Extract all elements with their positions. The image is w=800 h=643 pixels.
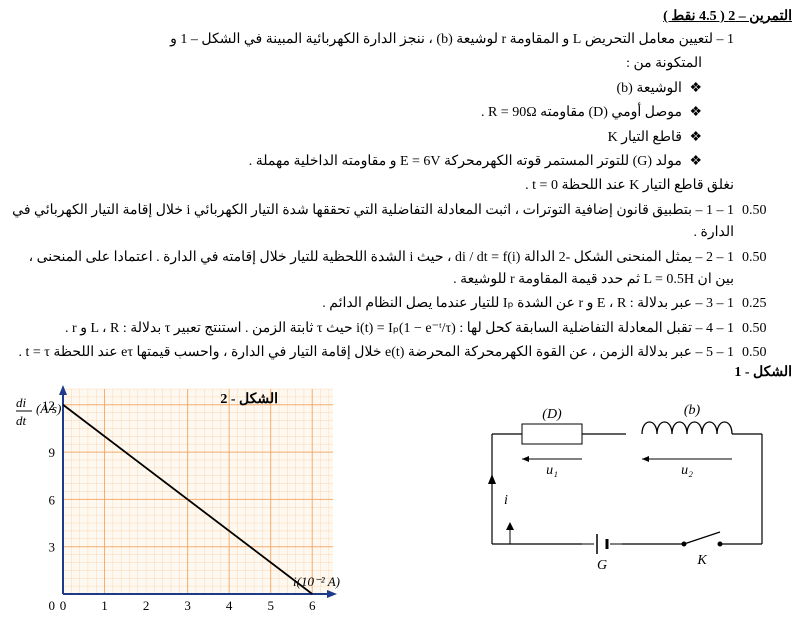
question-text: 1 – 1 – بتطبيق قانون إضافية التوترات ، ا… bbox=[8, 200, 742, 245]
question-text: 1 – 5 – عبر بدلالة الزمن ، عن القوة الكه… bbox=[8, 342, 742, 364]
svg-text:6: 6 bbox=[49, 493, 56, 508]
circuit-K: K bbox=[696, 553, 707, 568]
svg-text:3: 3 bbox=[184, 598, 191, 613]
svg-text:4: 4 bbox=[226, 598, 233, 613]
svg-text:di: di bbox=[16, 395, 27, 410]
figure-2-chart: 0123456369120i(10⁻² A)didt(A/s)الشكل - 2 bbox=[8, 374, 348, 629]
svg-text:9: 9 bbox=[49, 446, 56, 461]
circuit-u2: u₂ bbox=[681, 463, 693, 478]
bullet-1: موصل أومي (D) مقاومته R = 90Ω . bbox=[8, 102, 742, 124]
circuit-D: (D) bbox=[542, 407, 562, 422]
svg-text:2: 2 bbox=[143, 598, 150, 613]
question-text: 1 – 4 – تقبل المعادلة التفاضلية السابقة … bbox=[8, 318, 742, 340]
question-points: 0.50 bbox=[742, 342, 792, 364]
question-points: 0.50 bbox=[742, 247, 792, 292]
svg-text:الشكل - 2: الشكل - 2 bbox=[220, 391, 278, 407]
question-points: 0.50 bbox=[742, 318, 792, 340]
circuit-svg: (D) (b) u₁ u₂ i G bbox=[462, 394, 792, 594]
svg-text:i(10⁻² A): i(10⁻² A) bbox=[293, 574, 340, 589]
circuit-i: i bbox=[504, 493, 508, 508]
svg-text:5: 5 bbox=[267, 598, 274, 613]
bullet-3: مولد (G) للتوتر المستمر قوته الكهرمحركة … bbox=[8, 151, 742, 173]
svg-text:(A/s): (A/s) bbox=[36, 401, 61, 416]
svg-text:0: 0 bbox=[60, 598, 67, 613]
question-points: 0.50 bbox=[742, 200, 792, 245]
close-switch: نغلق قاطع التيار K عند اللحظة t = 0 . bbox=[8, 175, 742, 197]
question-text: 1 – 3 – عبر بدلالة : E ، R و r عن الشدة … bbox=[8, 293, 742, 315]
question-points: 0.25 bbox=[742, 293, 792, 315]
circuit-G: G bbox=[597, 558, 607, 573]
bullet-2: قاطع التيار K bbox=[8, 127, 742, 149]
intro-line-1: 1 – لتعيين معامل التحريض L و المقاومة r … bbox=[8, 29, 742, 51]
svg-text:3: 3 bbox=[49, 540, 56, 555]
figure-1-label: الشكل - 1 bbox=[734, 364, 792, 381]
svg-text:0: 0 bbox=[49, 598, 56, 613]
figure-1-circuit: الشكل - 1 (D) (b) u₁ u₂ bbox=[462, 374, 792, 629]
svg-text:6: 6 bbox=[309, 598, 316, 613]
question-text: 1 – 2 – يمثل المنحنى الشكل -2 الدالة di … bbox=[8, 247, 742, 292]
intro-line-2: المتكونة من : bbox=[8, 53, 742, 75]
circuit-u1: u₁ bbox=[546, 463, 558, 478]
svg-text:dt: dt bbox=[16, 413, 27, 428]
svg-text:1: 1 bbox=[101, 598, 108, 613]
bullet-0: الوشيعة (b) bbox=[8, 78, 742, 100]
exercise-title: التمرين – 2 ( 4.5 نقط ) bbox=[8, 8, 792, 25]
chart-svg: 0123456369120i(10⁻² A)didt(A/s)الشكل - 2 bbox=[8, 374, 348, 624]
circuit-b: (b) bbox=[684, 403, 701, 418]
